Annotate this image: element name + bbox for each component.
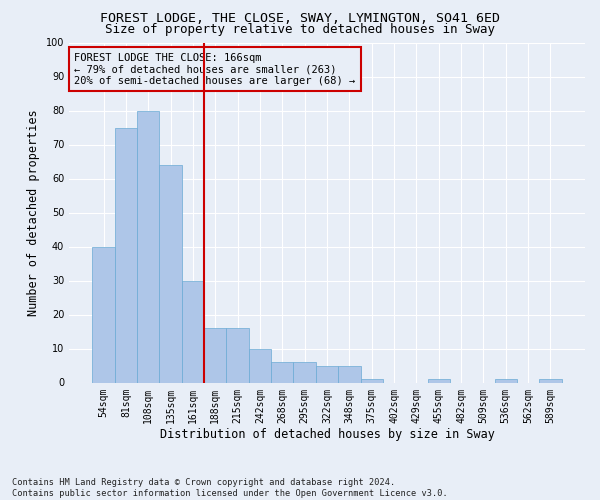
- Bar: [271, 362, 293, 382]
- Y-axis label: Number of detached properties: Number of detached properties: [27, 109, 40, 316]
- Bar: [494, 379, 517, 382]
- Bar: [92, 246, 115, 382]
- Bar: [428, 379, 450, 382]
- Bar: [226, 328, 249, 382]
- Bar: [338, 366, 361, 382]
- Bar: [137, 110, 160, 382]
- Text: FOREST LODGE THE CLOSE: 166sqm
← 79% of detached houses are smaller (263)
20% of: FOREST LODGE THE CLOSE: 166sqm ← 79% of …: [74, 52, 355, 86]
- Text: Contains HM Land Registry data © Crown copyright and database right 2024.
Contai: Contains HM Land Registry data © Crown c…: [12, 478, 448, 498]
- Bar: [316, 366, 338, 382]
- Bar: [249, 348, 271, 382]
- Bar: [539, 379, 562, 382]
- Bar: [204, 328, 226, 382]
- Bar: [115, 128, 137, 382]
- X-axis label: Distribution of detached houses by size in Sway: Distribution of detached houses by size …: [160, 428, 494, 441]
- Bar: [293, 362, 316, 382]
- Text: Size of property relative to detached houses in Sway: Size of property relative to detached ho…: [105, 22, 495, 36]
- Bar: [361, 379, 383, 382]
- Bar: [160, 165, 182, 382]
- Text: FOREST LODGE, THE CLOSE, SWAY, LYMINGTON, SO41 6ED: FOREST LODGE, THE CLOSE, SWAY, LYMINGTON…: [100, 12, 500, 26]
- Bar: [182, 280, 204, 382]
